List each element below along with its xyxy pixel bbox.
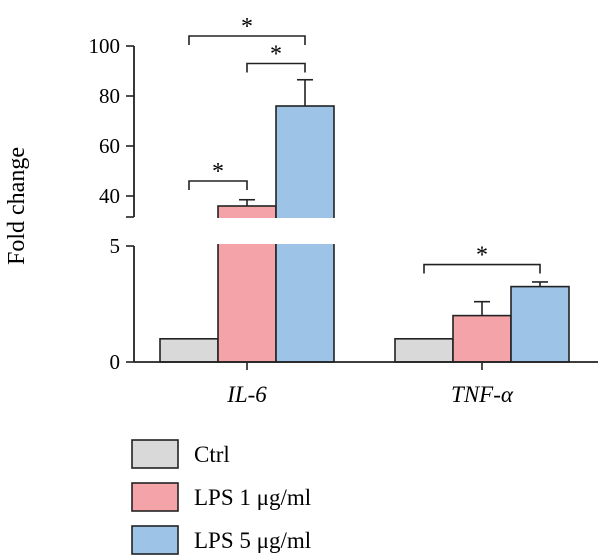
y-axis-label: Fold change <box>4 147 30 265</box>
significance-bracket-3 <box>423 263 541 274</box>
y-tick-label-40: 40 <box>99 184 120 208</box>
significance-layer: * * * * <box>188 14 541 274</box>
legend-swatch-0 <box>131 439 179 469</box>
y-tick-label-60: 60 <box>99 134 120 158</box>
y-tick-label-100: 100 <box>89 34 121 58</box>
legend-label-2: LPS 5 μg/ml <box>194 528 311 553</box>
significance-bracket-2 <box>188 35 306 45</box>
y-tick-label-80: 80 <box>99 84 120 108</box>
axes-layer: 0 5 40 60 80 100 IL-6 TNF-α <box>89 34 598 407</box>
axis-break-band <box>136 218 600 244</box>
bar-1-1 <box>452 314 512 363</box>
category-label-1: TNF-α <box>451 382 514 407</box>
significance-label-2: * <box>241 14 253 40</box>
significance-label-0: * <box>212 159 224 185</box>
y-tick-label-0: 0 <box>110 350 121 374</box>
y-tick-label-5: 5 <box>110 234 121 258</box>
significance-label-3: * <box>476 243 488 269</box>
bar-0-0 <box>159 337 219 363</box>
bar-1-0 <box>394 337 454 363</box>
bar-1-2 <box>510 285 570 363</box>
error-bars-layer <box>239 78 548 316</box>
legend: Ctrl LPS 1 μg/ml LPS 5 μg/ml <box>131 439 311 555</box>
significance-bracket-0 <box>188 180 248 190</box>
significance-bracket-1 <box>246 62 306 73</box>
legend-label-1: LPS 1 μg/ml <box>194 485 311 510</box>
significance-label-1: * <box>270 42 282 68</box>
legend-label-0: Ctrl <box>194 442 230 467</box>
legend-swatch-1 <box>131 482 179 512</box>
category-label-0: IL-6 <box>226 382 267 407</box>
axis-break-layer <box>136 218 600 244</box>
legend-swatch-2 <box>131 525 179 555</box>
